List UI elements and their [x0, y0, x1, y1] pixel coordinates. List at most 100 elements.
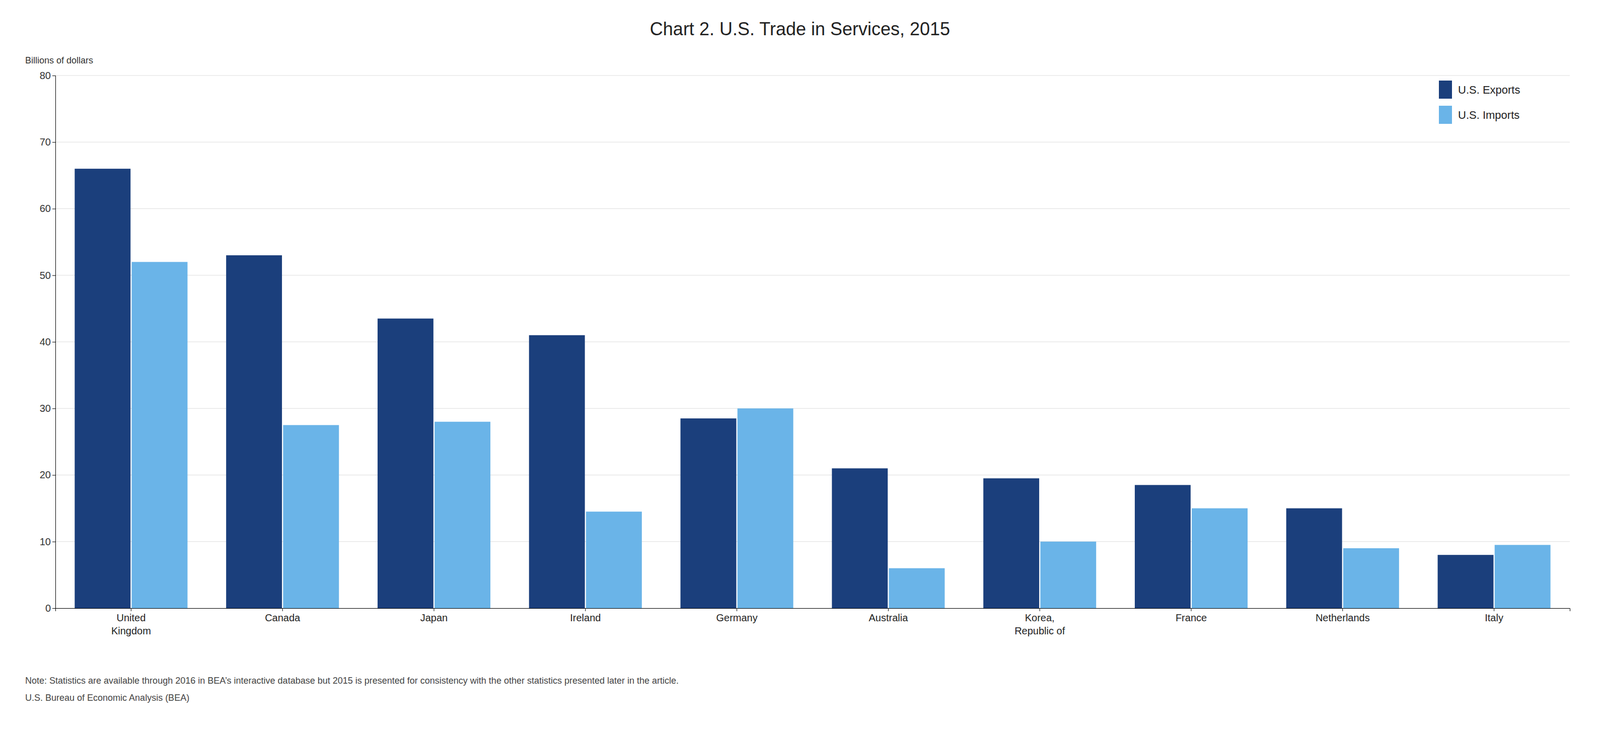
grid-line — [55, 208, 1570, 209]
legend-swatch — [1438, 105, 1452, 124]
x-tick-line — [1039, 608, 1041, 612]
x-tick: Australia — [868, 608, 909, 624]
x-tick-label: Australia — [868, 612, 909, 624]
y-axis: 0 10 20 30 40 50 60 70 80 — [39, 69, 56, 614]
y-tick-line — [52, 208, 56, 210]
legend-label: U.S. Exports — [1458, 83, 1520, 97]
y-tick-label: 20 — [39, 469, 51, 481]
x-tick: France — [1175, 608, 1207, 624]
x-tick-line — [433, 608, 435, 612]
grid-line — [55, 408, 1570, 409]
y-tick-label: 60 — [39, 202, 51, 214]
note: Note: Statistics are available through 2… — [25, 675, 679, 686]
bar — [1494, 544, 1551, 609]
y-tick: 0 — [45, 602, 56, 614]
x-tick-label: UnitedKingdom — [111, 612, 152, 637]
x-tick-label-line: Canada — [264, 612, 301, 624]
plot: UnitedKingdom Canada Japan Ireland Germany Au… — [39, 69, 1571, 637]
x-tick-label: Korea,Republic of — [1014, 612, 1066, 637]
y-tick-label: 40 — [39, 336, 51, 348]
bar — [226, 255, 282, 609]
y-tick: 30 — [39, 402, 56, 414]
bar — [680, 418, 737, 609]
x-tick-label-line: Australia — [868, 612, 909, 624]
x-axis: UnitedKingdom Canada Japan Ireland Germany Au… — [55, 608, 1571, 637]
bar — [983, 478, 1040, 609]
legend: U.S. Exports U.S. Imports — [1438, 80, 1520, 124]
bar — [1191, 508, 1248, 609]
x-tick-label-line: Italy — [1484, 612, 1504, 624]
x-tick-line — [130, 608, 132, 612]
legend-item: U.S. Exports — [1438, 80, 1520, 99]
bar — [529, 335, 586, 609]
chart: Chart 2. U.S. Trade in Services, 2015 Uni… — [0, 0, 1600, 729]
x-tick-label-line: France — [1175, 612, 1207, 624]
y-tick-line — [52, 341, 56, 343]
y-tick-label: 80 — [39, 69, 51, 82]
bar — [377, 318, 434, 609]
y-tick-label: 70 — [39, 136, 51, 148]
bar — [1437, 554, 1494, 609]
x-tick: Japan — [420, 608, 449, 624]
bar — [1040, 541, 1097, 609]
x-tick: Ireland — [569, 608, 601, 624]
x-tick-label-line: Kingdom — [111, 625, 152, 637]
bar-series — [74, 168, 1494, 609]
x-tick-line — [585, 608, 586, 612]
bars — [74, 168, 1551, 609]
bar — [889, 568, 945, 609]
x-tick: UnitedKingdom — [111, 608, 152, 637]
bar — [586, 511, 642, 609]
grid-line — [55, 75, 1570, 77]
x-tick-label: France — [1175, 612, 1207, 624]
bar — [434, 421, 491, 609]
x-tick-label: Japan — [420, 612, 449, 624]
grid — [55, 75, 1570, 609]
y-tick-label: 30 — [39, 402, 51, 414]
x-tick-line — [1342, 608, 1343, 612]
y-tick-line — [52, 408, 56, 409]
y-tick: 70 — [39, 136, 56, 148]
legend-item: U.S. Imports — [1438, 105, 1520, 124]
y-tick-line — [52, 275, 56, 276]
bar — [282, 424, 339, 609]
y-tick: 40 — [39, 336, 56, 348]
grid-line — [55, 141, 1570, 143]
grid-line — [55, 474, 1570, 476]
x-tick: Canada — [264, 608, 301, 624]
x-tick-label: Germany — [715, 612, 758, 624]
x-tick-line — [282, 608, 283, 612]
x-tick-label-line: Netherlands — [1315, 612, 1370, 624]
x-tick: Korea,Republic of — [1014, 608, 1066, 637]
y-tick: 60 — [39, 202, 56, 214]
note: U.S. Bureau of Economic Analysis (BEA) — [25, 692, 190, 703]
x-tick-label: Netherlands — [1315, 612, 1370, 624]
x-tick: Netherlands — [1315, 608, 1370, 624]
y-axis-line — [52, 76, 56, 609]
title: Chart 2. U.S. Trade in Services, 2015 — [649, 18, 951, 40]
bar — [831, 468, 888, 609]
y-tick-label: 0 — [45, 602, 51, 614]
x-tick-label-line: Korea, — [1025, 612, 1055, 624]
bar — [1134, 484, 1191, 609]
bar-series — [131, 261, 1551, 609]
grid-line — [55, 541, 1570, 542]
x-tick-label: Canada — [264, 612, 301, 624]
y-tick: 50 — [39, 269, 56, 281]
x-tick-label-line: Republic of — [1014, 625, 1066, 637]
x-tick-label-line: Ireland — [569, 612, 601, 624]
bar — [1343, 548, 1400, 609]
x-axis-line — [55, 608, 1571, 612]
y-tick-line — [52, 141, 56, 143]
legend-label: U.S. Imports — [1458, 108, 1520, 122]
x-tick-label: Italy — [1484, 612, 1504, 624]
x-tick: Italy — [1484, 608, 1504, 624]
y-tick: 20 — [39, 469, 56, 481]
bar — [74, 168, 131, 609]
y-tick-line — [52, 541, 56, 543]
y-tick-label: 10 — [39, 536, 51, 548]
y-tick: 80 — [39, 69, 56, 82]
x-tick-label: Ireland — [569, 612, 601, 624]
legend-swatch — [1438, 80, 1452, 99]
x-tick-line — [1493, 608, 1495, 612]
